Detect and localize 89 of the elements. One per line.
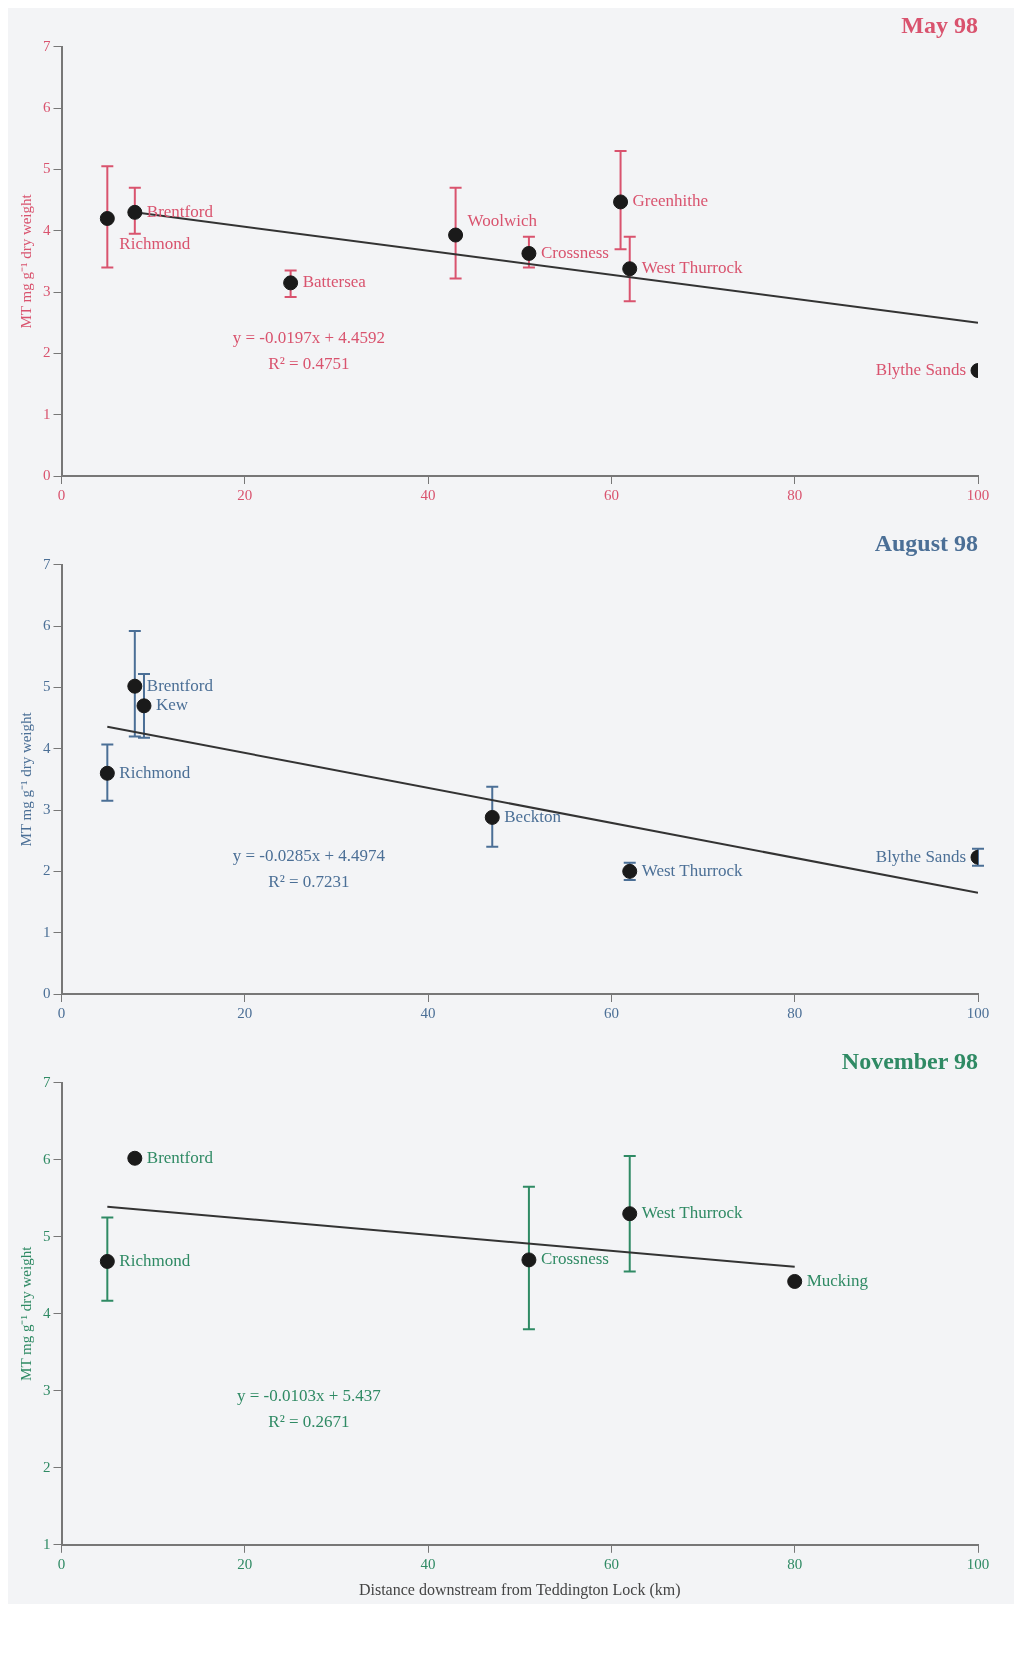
- annotation: West Thurrock: [641, 1203, 743, 1223]
- x-tick-label: 0: [57, 1004, 66, 1021]
- point: [99, 765, 115, 781]
- y-axis-title: MT mg g⁻¹ dry weight: [17, 193, 34, 329]
- annotation: Richmond: [119, 1250, 191, 1270]
- annotation: West Thurrock: [641, 258, 743, 278]
- annotation: Mucking: [806, 1270, 869, 1290]
- point: [622, 261, 638, 277]
- y-tick-label: 1: [43, 405, 51, 422]
- point: [484, 809, 500, 825]
- x-tick-label: 100: [966, 1555, 990, 1572]
- y-tick-label: 0: [43, 466, 51, 483]
- annotation: West Thurrock: [641, 860, 743, 880]
- x-tick-label: 0: [57, 486, 66, 503]
- y-axis-title: MT mg g⁻¹ dry weight: [17, 711, 34, 847]
- y-tick-label: 2: [43, 1458, 51, 1475]
- point: [283, 275, 299, 291]
- annotation: y = -0.0197x + 4.4592: [232, 328, 386, 348]
- annotation: Crossness: [540, 242, 609, 262]
- y-tick-label: 7: [43, 555, 51, 572]
- y-tick-label: 5: [43, 160, 51, 177]
- x-tick-label: 100: [966, 1004, 990, 1021]
- x-tick-label: 60: [603, 1004, 619, 1021]
- x-tick-label: 40: [420, 1555, 436, 1572]
- y-axis-title: MT mg g⁻¹ dry weight: [17, 1245, 34, 1381]
- point: [521, 245, 537, 261]
- annotation: R² = 0.2671: [268, 1412, 350, 1432]
- point: [127, 678, 143, 694]
- annotation: Greenhithe: [632, 191, 709, 211]
- annotation: Crossness: [540, 1249, 609, 1269]
- y-tick-label: 2: [43, 344, 51, 361]
- y-tick-label: 1: [43, 1535, 51, 1552]
- chart-title: November 98: [841, 1047, 978, 1074]
- annotation: Blythe Sands: [875, 846, 967, 866]
- y-tick-label: 6: [43, 617, 51, 634]
- y-tick-label: 7: [43, 37, 51, 54]
- annotation: Brentford: [146, 675, 214, 695]
- annotation: Richmond: [119, 762, 191, 782]
- point: [613, 194, 629, 210]
- annotation: Beckton: [504, 806, 562, 826]
- x-tick-label: 40: [420, 486, 436, 503]
- annotation: Blythe Sands: [875, 360, 967, 380]
- y-tick-label: 2: [43, 862, 51, 879]
- y-tick-label: 3: [43, 282, 51, 299]
- y-tick-label: 3: [43, 1381, 51, 1398]
- y-tick-label: 1: [43, 923, 51, 940]
- x-tick-label: 0: [57, 1555, 66, 1572]
- chart-title: May 98: [901, 11, 978, 38]
- annotation: Battersea: [302, 272, 367, 292]
- annotation: R² = 0.7231: [268, 872, 350, 892]
- y-tick-label: 7: [43, 1073, 51, 1090]
- x-tick-label: 20: [237, 1004, 253, 1021]
- annotation: Brentford: [146, 201, 214, 221]
- point: [521, 1252, 537, 1268]
- y-tick-label: 6: [43, 99, 51, 116]
- y-tick-label: 5: [43, 1227, 51, 1244]
- x-tick-label: 40: [420, 1004, 436, 1021]
- annotation: R² = 0.4751: [268, 354, 350, 374]
- y-tick-label: 4: [43, 1304, 51, 1321]
- y-tick-label: 0: [43, 984, 51, 1001]
- point: [622, 1206, 638, 1222]
- annotation: Woolwich: [467, 210, 538, 230]
- annotation: Brentford: [146, 1147, 214, 1167]
- x-axis-title: Distance downstream from Teddington Lock (km): [358, 1580, 681, 1599]
- point: [136, 698, 152, 714]
- y-tick-label: 4: [43, 739, 51, 756]
- x-tick-label: 60: [603, 1555, 619, 1572]
- x-tick-label: 80: [787, 1004, 803, 1021]
- point: [448, 227, 464, 243]
- x-tick-label: 100: [966, 486, 990, 503]
- y-tick-label: 6: [43, 1150, 51, 1167]
- x-tick-label: 80: [787, 486, 803, 503]
- annotation: Kew: [155, 695, 189, 715]
- point: [127, 1150, 143, 1166]
- point: [787, 1273, 803, 1289]
- point: [99, 210, 115, 226]
- annotation: Richmond: [119, 233, 191, 253]
- chart-title: August 98: [874, 529, 978, 556]
- x-tick-label: 60: [603, 486, 619, 503]
- annotation: y = -0.0103x + 5.437: [237, 1386, 382, 1406]
- point: [127, 204, 143, 220]
- annotation: y = -0.0285x + 4.4974: [232, 846, 386, 866]
- x-tick-label: 20: [237, 1555, 253, 1572]
- point: [99, 1253, 115, 1269]
- y-tick-label: 5: [43, 678, 51, 695]
- x-tick-label: 80: [787, 1555, 803, 1572]
- y-tick-label: 4: [43, 221, 51, 238]
- x-tick-label: 20: [237, 486, 253, 503]
- y-tick-label: 3: [43, 800, 51, 817]
